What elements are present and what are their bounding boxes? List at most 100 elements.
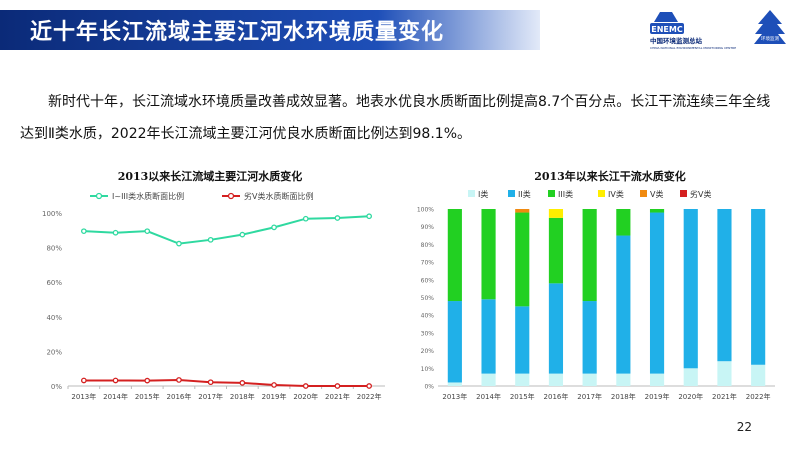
bar-segment [481,209,496,300]
data-point [239,380,246,386]
x-tick-label: 2018年 [611,392,636,401]
bar-segment [515,212,530,307]
bar-segment [582,373,597,386]
data-point [271,224,277,231]
bar-segment [683,209,698,369]
data-point [302,215,309,222]
bar-segment [616,373,631,386]
y-tick-label: 70% [421,260,435,267]
cnemc-logo-icon: ENEMC [650,12,684,34]
x-tick-label: 2019年 [262,392,287,401]
page-number: 22 [736,420,752,434]
x-tick-label: 2021年 [712,392,737,401]
y-tick-label: 40% [421,313,435,320]
x-tick-label: 2013年 [442,392,467,401]
legend-swatch [598,190,605,197]
bar-segment [515,209,530,213]
legend-label: I~III类水质断面比例 [112,191,184,201]
bar-segment [548,283,564,374]
data-point [366,383,372,389]
x-tick-label: 2014年 [476,392,501,401]
y-tick-label: 50% [421,295,435,302]
y-tick-label: 20% [421,348,435,355]
logo-badge-text: ENEMC [651,25,683,34]
legend-swatch [548,190,555,197]
bar-segment [649,212,665,374]
y-tick-label: 80% [421,242,435,249]
bar-segment [616,235,631,374]
y-tick-label: 100% [417,207,434,214]
legend-swatch [468,190,475,197]
x-tick-label: 2017年 [198,392,223,401]
legend-swatch [640,190,647,197]
bar-segment [649,373,665,386]
bar-segment [548,373,564,386]
bar-segment [515,306,530,374]
bar-segment [481,373,496,386]
x-tick-label: 2020年 [678,392,703,401]
y-tick-label: 30% [421,330,435,337]
legend-swatch [508,190,515,197]
series-line [83,215,370,245]
y-tick-label: 60% [421,277,435,284]
data-point [207,236,214,243]
x-tick-label: 2021年 [325,392,350,401]
x-tick-label: 2022年 [746,392,771,401]
data-point [207,379,214,386]
data-point [334,383,341,389]
bar-segment [649,209,665,213]
bar-segment [447,209,462,302]
x-tick-label: 2015年 [510,392,535,401]
data-point [81,377,87,384]
x-tick-label: 2014年 [103,392,128,401]
data-point [176,377,182,383]
data-point [271,382,277,388]
y-tick-label: 10% [421,366,435,373]
bar-segment [447,382,462,386]
legend-label: V类 [650,189,663,199]
data-point [366,213,372,220]
y-tick-label: 0% [424,384,434,391]
y-tick-label: 80% [46,245,62,253]
legend-marker [95,192,103,200]
title-bar [0,10,540,50]
x-tick-label: 2022年 [357,392,382,401]
x-tick-label: 2018年 [230,392,255,401]
legend-label: I类 [478,189,488,199]
line-chart-title: 2013以来长江流域主要江河水质变化 [117,170,303,183]
data-point [334,215,341,221]
x-tick-label: 2019年 [645,392,670,401]
data-point [144,228,151,235]
bar-segment [616,209,631,236]
bar-segment [548,209,564,218]
summary-paragraph: 新时代十年，长江流域水环境质量改善成效显著。地表水优良水质断面比例提高8.7个百… [20,94,771,142]
bar-segment [582,301,597,374]
logo-org-text: 中国环境监测总站 [650,36,703,45]
legend-swatch [680,190,687,197]
legend-label: IV类 [608,189,624,199]
logo-right-text: 环境监测 [761,35,779,42]
data-point [81,228,87,235]
x-tick-label: 2013年 [71,392,96,401]
data-point [112,229,119,236]
legend-label: 劣V类 [690,189,711,199]
bar-segment [683,368,698,386]
bar-segment [717,209,732,362]
bar-chart: I类 II类 III类 IV类 V类 劣V类 0% 10% 20% 30% 40% 50% 60% 70%… [417,189,775,401]
x-tick-label: 2020年 [293,392,318,401]
bar-segment [751,364,766,386]
data-point [302,383,309,389]
legend-label: 劣V类水质断面比例 [244,191,313,201]
bar-segment [515,373,530,386]
y-tick-label: 40% [46,314,62,322]
tree-logo-icon: 环境监测 [754,10,786,44]
y-tick-label: 20% [46,348,62,356]
x-tick-label: 2016年 [544,392,569,401]
line-chart: I~III类水质断面比例 劣V类水质断面比例 0% 20% 40% 60% 80% 100% 2… [42,191,385,401]
y-tick-label: 60% [46,279,62,287]
logo-area: ENEMC 中国环境监测总站 CHINA NATIONAL ENVIRONMEN… [640,8,790,50]
x-tick-label: 2016年 [167,392,192,401]
bar-segment [481,299,496,374]
y-tick-label: 100% [42,210,62,218]
y-tick-label: 90% [421,224,435,231]
